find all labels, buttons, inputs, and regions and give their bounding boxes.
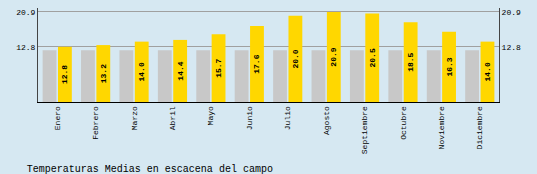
svg-text:12.8: 12.8 <box>16 43 35 52</box>
svg-text:20.9: 20.9 <box>502 8 521 17</box>
svg-text:Febrero: Febrero <box>91 106 100 140</box>
svg-text:20.0: 20.0 <box>291 49 300 68</box>
svg-text:Diciembre: Diciembre <box>475 106 484 149</box>
svg-text:16.3: 16.3 <box>445 57 454 76</box>
svg-text:17.6: 17.6 <box>252 54 261 73</box>
svg-text:Enero: Enero <box>53 106 62 130</box>
svg-text:Abril: Abril <box>168 106 177 130</box>
svg-text:20.5: 20.5 <box>368 48 377 67</box>
svg-text:12.8: 12.8 <box>502 43 521 52</box>
svg-text:Marzo: Marzo <box>130 106 139 130</box>
svg-text:Noviembre: Noviembre <box>437 106 446 149</box>
svg-text:20.9: 20.9 <box>329 47 338 66</box>
svg-text:14.4: 14.4 <box>176 61 185 80</box>
svg-text:Agosto: Agosto <box>322 106 331 135</box>
svg-text:Octubre: Octubre <box>399 106 408 140</box>
svg-text:Temperaturas Medias en escacen: Temperaturas Medias en escacena del camp… <box>27 164 273 174</box>
svg-text:Julio: Julio <box>283 106 292 130</box>
svg-text:14.0: 14.0 <box>137 62 146 81</box>
svg-text:14.0: 14.0 <box>483 62 492 81</box>
svg-text:Septiembre: Septiembre <box>360 106 369 154</box>
svg-text:12.8: 12.8 <box>60 65 69 84</box>
svg-text:Mayo: Mayo <box>206 106 215 125</box>
svg-text:15.7: 15.7 <box>214 58 223 77</box>
svg-text:20.9: 20.9 <box>16 8 35 17</box>
svg-text:18.5: 18.5 <box>406 52 415 71</box>
svg-text:Junio: Junio <box>245 106 254 130</box>
svg-text:13.2: 13.2 <box>99 64 108 83</box>
